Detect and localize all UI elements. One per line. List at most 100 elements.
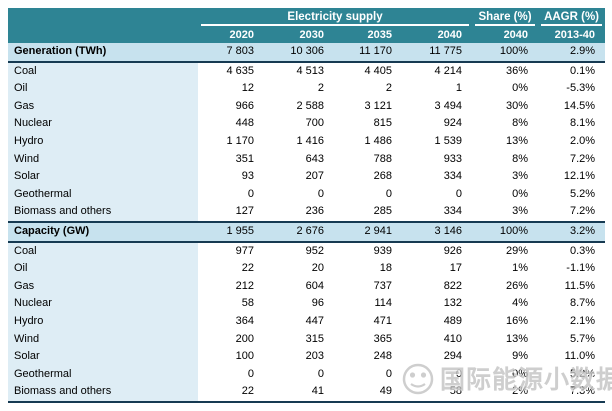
data-row: Nuclear 58 96 114 132 4% 8.7% (8, 295, 606, 313)
cell-value: 236 (264, 203, 334, 222)
row-name: Coal (8, 61, 198, 81)
cell-value: 0 (402, 365, 473, 384)
section-total-value: 100% (472, 220, 539, 243)
row-name: Oil (8, 260, 198, 278)
cell-value: 30% (472, 97, 539, 116)
cell-value: 49 (334, 383, 402, 403)
cell-value: 1 170 (198, 132, 264, 151)
section-total-value: 11 170 (334, 43, 402, 63)
cell-value: 0.1% (538, 61, 606, 81)
section-total-value: 10 306 (264, 43, 334, 63)
cell-value: 966 (198, 97, 264, 116)
cell-value: 41 (264, 383, 334, 403)
cell-value: 268 (334, 168, 402, 186)
cell-value: 4 214 (402, 61, 473, 81)
cell-value: 0% (472, 365, 539, 384)
cell-value: 5.7% (538, 330, 606, 349)
row-name: Hydro (8, 132, 198, 151)
cell-value: 93 (198, 168, 264, 186)
header-year-row: 2020 2030 2035 2040 2040 2013-40 (8, 26, 606, 43)
row-name: Nuclear (8, 295, 198, 313)
electricity-supply-label: Electricity supply (201, 9, 470, 26)
cell-value: 285 (334, 203, 402, 222)
cell-value: 7.2% (538, 203, 606, 222)
cell-value: 11.5% (538, 277, 606, 296)
section-label: Generation (TWh) (8, 43, 198, 63)
cell-value: 203 (264, 348, 334, 366)
cell-value: 96 (264, 295, 334, 313)
cell-value: 471 (334, 312, 402, 331)
data-row: Biomass and others 22 41 49 58 2% 7.3% (8, 383, 606, 403)
cell-value: 447 (264, 312, 334, 331)
header-group-row: Electricity supply Share (%) AAGR (%) (8, 8, 606, 26)
cell-value: 489 (402, 312, 473, 331)
cell-value: 0% (472, 185, 539, 204)
cell-value: 294 (402, 348, 473, 366)
col-header-2020: 2020 (198, 26, 264, 43)
data-row: Solar 100 203 248 294 9% 11.0% (8, 348, 606, 366)
cell-value: 952 (264, 241, 334, 261)
cell-value: 334 (402, 168, 473, 186)
cell-value: 334 (402, 203, 473, 222)
cell-value: 20 (264, 260, 334, 278)
aagr-group-header: AAGR (%) (538, 8, 606, 26)
electricity-supply-group-header: Electricity supply (198, 8, 473, 26)
row-name: Nuclear (8, 115, 198, 133)
cell-value: 9% (472, 348, 539, 366)
cell-value: 410 (402, 330, 473, 349)
cell-value: 114 (334, 295, 402, 313)
cell-value: 643 (264, 150, 334, 169)
data-row: Oil 12 2 2 1 0% -5.3% (8, 80, 606, 98)
cell-value: 3 494 (402, 97, 473, 116)
data-row: Solar 93 207 268 334 3% 12.1% (8, 168, 606, 186)
section-total-value: 1 955 (198, 220, 264, 243)
cell-value: 0 (264, 365, 334, 384)
col-header-2013-40: 2013-40 (538, 26, 606, 43)
cell-value: 207 (264, 168, 334, 186)
cell-value: 926 (402, 241, 473, 261)
cell-value: 1 416 (264, 132, 334, 151)
cell-value: 933 (402, 150, 473, 169)
row-name: Solar (8, 348, 198, 366)
cell-value: 2 (334, 80, 402, 98)
cell-value: 351 (198, 150, 264, 169)
cell-value: 13% (472, 132, 539, 151)
cell-value: 815 (334, 115, 402, 133)
cell-value: -5.3% (538, 80, 606, 98)
cell-value: 100 (198, 348, 264, 366)
cell-value: 0 (334, 185, 402, 204)
electricity-data-table: Electricity supply Share (%) AAGR (%) 20… (8, 8, 606, 403)
data-row: Wind 351 643 788 933 8% 7.2% (8, 150, 606, 169)
cell-value: 3% (472, 203, 539, 222)
cell-value: 16% (472, 312, 539, 331)
section-total-value: 3 146 (402, 220, 473, 243)
cell-value: 924 (402, 115, 473, 133)
data-row: Hydro 364 447 471 489 16% 2.1% (8, 312, 606, 331)
data-row: Geothermal 0 0 0 0 0% 5.2% (8, 185, 606, 204)
cell-value: 0 (402, 185, 473, 204)
cell-value: 200 (198, 330, 264, 349)
cell-value: 977 (198, 241, 264, 261)
cell-value: 0 (264, 185, 334, 204)
cell-value: 604 (264, 277, 334, 296)
row-name: Geothermal (8, 365, 198, 384)
cell-value: 17 (402, 260, 473, 278)
col-header-2035: 2035 (334, 26, 402, 43)
cell-value: 2.0% (538, 132, 606, 151)
cell-value: 0 (334, 365, 402, 384)
section-total-value: 2 941 (334, 220, 402, 243)
cell-value: 36% (472, 61, 539, 81)
data-row: Biomass and others 127 236 285 334 3% 7.2% (8, 203, 606, 222)
cell-value: 29% (472, 241, 539, 261)
data-row: Gas 966 2 588 3 121 3 494 30% 14.5% (8, 97, 606, 116)
table-body: Generation (TWh) 7 803 10 306 11 170 11 775 1… (8, 43, 606, 403)
cell-value: 7.2% (538, 150, 606, 169)
cell-value: 788 (334, 150, 402, 169)
cell-value: 8% (472, 150, 539, 169)
aagr-label: AAGR (%) (541, 9, 603, 26)
cell-value: 4% (472, 295, 539, 313)
section-total-value: 3.2% (538, 220, 606, 243)
cell-value: 8% (472, 115, 539, 133)
cell-value: 3 121 (334, 97, 402, 116)
section-label: Capacity (GW) (8, 220, 198, 243)
